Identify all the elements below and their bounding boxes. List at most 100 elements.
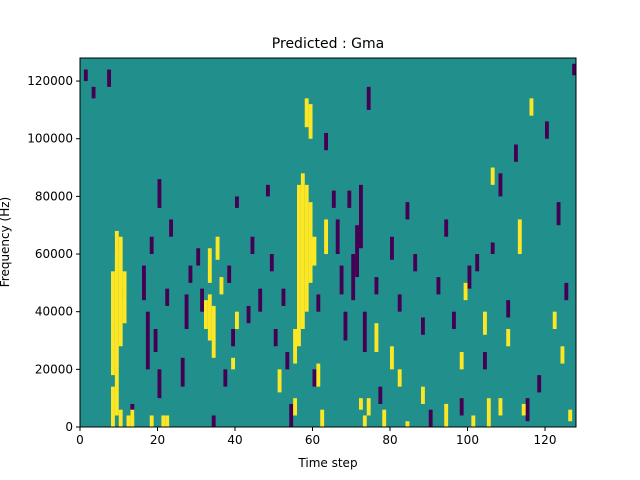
heatmap-cell-low bbox=[250, 236, 255, 255]
heatmap-cell-low bbox=[347, 190, 352, 208]
heatmap-cell-low bbox=[312, 369, 317, 387]
heatmap-cell-high bbox=[207, 248, 212, 283]
heatmap-cell-high bbox=[529, 98, 534, 116]
heatmap-cell-low bbox=[514, 144, 518, 162]
heatmap-cell-high bbox=[297, 184, 301, 347]
heatmap-cell-high bbox=[211, 305, 216, 358]
heatmap-cell-low bbox=[281, 288, 286, 306]
heatmap-cell-low bbox=[413, 254, 418, 272]
x-tick-label: 80 bbox=[382, 433, 397, 447]
heatmap-cell-high bbox=[308, 104, 313, 139]
heatmap-cell-high bbox=[459, 352, 464, 370]
heatmap-cell-high bbox=[114, 230, 119, 416]
heatmap-cell-low bbox=[258, 288, 263, 312]
heatmap-cell-low bbox=[145, 311, 150, 370]
heatmap-cell-low bbox=[452, 311, 456, 329]
heatmap-cell-high bbox=[362, 415, 367, 427]
heatmap-cell-high bbox=[130, 409, 135, 427]
heatmap-cell-low bbox=[405, 202, 410, 220]
heatmap-cell-high bbox=[506, 328, 511, 347]
y-axis-label: Frequency (Hz) bbox=[0, 197, 12, 288]
y-tick-label: 120000 bbox=[27, 74, 73, 88]
heatmap-cell-high bbox=[390, 346, 394, 370]
heatmap-cell-low bbox=[572, 63, 577, 76]
heatmap-cell-low bbox=[366, 86, 371, 110]
y-tick-label: 0 bbox=[65, 420, 73, 434]
x-axis: 0 20 40 60 80 100 120 bbox=[76, 427, 556, 447]
heatmap-cell-high bbox=[486, 398, 491, 427]
heatmap-cell-high bbox=[118, 236, 123, 347]
heatmap-cell-low bbox=[246, 305, 251, 324]
heatmap-cell-low bbox=[467, 265, 472, 289]
heatmap-cell-low bbox=[339, 265, 344, 295]
heatmap-cell-high bbox=[316, 363, 321, 387]
heatmap-cell-low bbox=[235, 196, 239, 208]
plot-area bbox=[79, 57, 577, 428]
heatmap-cell-high bbox=[231, 357, 236, 370]
heatmap-cell-low bbox=[169, 219, 174, 237]
heatmap-cell-high bbox=[235, 311, 239, 329]
heatmap-cell-high bbox=[207, 294, 212, 341]
x-tick-label: 40 bbox=[227, 433, 242, 447]
heatmap-cell-high bbox=[366, 398, 371, 416]
heatmap-cell-high bbox=[471, 415, 476, 427]
heatmap-cell-low bbox=[107, 69, 112, 87]
y-tick-label: 60000 bbox=[35, 247, 73, 261]
heatmap-cell-high bbox=[397, 369, 402, 387]
heatmap-cell-high bbox=[552, 311, 557, 329]
heatmap-cell-high bbox=[521, 403, 526, 416]
heatmap-cell-low bbox=[165, 288, 170, 306]
x-tick-label: 0 bbox=[76, 433, 84, 447]
heatmap-cell-low bbox=[324, 132, 329, 151]
heatmap-cell-high bbox=[312, 236, 317, 266]
heatmap-cell-low bbox=[289, 403, 294, 427]
heatmap-cell-low bbox=[545, 121, 549, 139]
heatmap-cell-high bbox=[293, 328, 298, 364]
heatmap-cell-low bbox=[157, 179, 162, 208]
heatmap-cell-low bbox=[227, 265, 232, 283]
heatmap-cell-low bbox=[188, 265, 193, 283]
heatmap-cell-low bbox=[359, 184, 363, 249]
heatmap-cell-high bbox=[560, 346, 565, 364]
heatmap-cell-low bbox=[390, 236, 394, 260]
heatmap-cell-high bbox=[308, 202, 313, 283]
x-tick-label: 100 bbox=[456, 433, 479, 447]
heatmap-cell-high bbox=[149, 415, 154, 427]
heatmap-cell-low bbox=[506, 300, 511, 318]
x-tick-label: 60 bbox=[305, 433, 320, 447]
heatmap-cell-low bbox=[556, 202, 561, 226]
heatmap-cell-low bbox=[498, 173, 503, 197]
heatmap-cell-low bbox=[149, 236, 154, 255]
heatmap-cell-low bbox=[421, 317, 425, 335]
heatmap-cell-high bbox=[300, 173, 305, 329]
heatmap-cell-low bbox=[142, 265, 146, 301]
heatmap-cell-low bbox=[196, 248, 201, 266]
heatmap-cell-high bbox=[382, 409, 387, 427]
y-tick-label: 80000 bbox=[35, 189, 73, 203]
heatmap-cell-low bbox=[266, 184, 270, 197]
heatmap-cell-high bbox=[320, 409, 325, 427]
heatmap-cell-low bbox=[490, 242, 495, 255]
heatmap-cell-low bbox=[273, 328, 278, 347]
heatmap-cell-low bbox=[525, 398, 530, 422]
heatmap-cell-high bbox=[165, 415, 170, 427]
heatmap-cell-low bbox=[355, 225, 360, 278]
heatmap-cell-high bbox=[122, 271, 127, 324]
heatmap-cell-high bbox=[324, 219, 329, 255]
heatmap-cell-low bbox=[483, 352, 487, 370]
y-axis: 0 20000 40000 60000 80000 100000 120000 bbox=[27, 74, 80, 434]
x-tick-label: 20 bbox=[150, 433, 165, 447]
heatmap-cell-high bbox=[374, 323, 379, 353]
heatmap-cell-high bbox=[463, 282, 468, 301]
heatmap-cell-high bbox=[126, 415, 131, 427]
heatmap-cell-high bbox=[421, 386, 425, 404]
heatmap-cell-low bbox=[331, 190, 336, 208]
heatmap-cell-high bbox=[204, 300, 208, 329]
heatmap-cell-low bbox=[316, 294, 321, 312]
heatmap-cell-low bbox=[269, 254, 274, 272]
heatmap-cell-low bbox=[537, 375, 542, 393]
x-axis-label: Time step bbox=[297, 456, 357, 470]
heatmap-cell-low bbox=[83, 69, 88, 82]
heatmap-cell-low bbox=[343, 311, 348, 341]
